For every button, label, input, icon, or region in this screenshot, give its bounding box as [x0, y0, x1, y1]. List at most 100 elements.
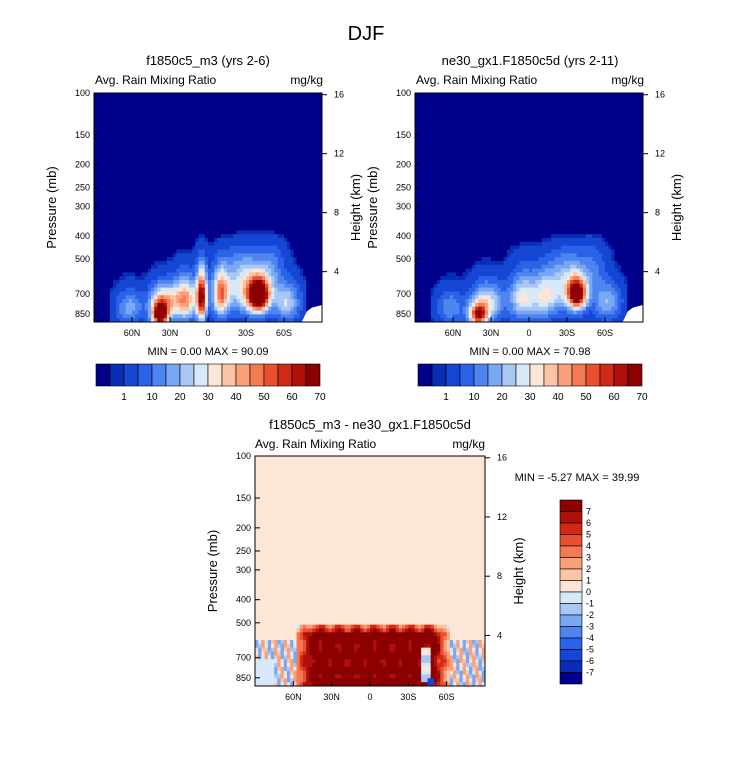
contour-cell	[280, 176, 285, 182]
contour-cell	[135, 257, 139, 262]
contour-cell	[192, 287, 196, 293]
contour-cell	[106, 318, 111, 322]
contour-cell	[103, 154, 108, 159]
contour-cell	[160, 260, 165, 266]
contour-cell	[271, 218, 276, 224]
contour-cell	[239, 196, 244, 201]
contour-cell	[227, 318, 231, 322]
contour-cell	[94, 222, 98, 228]
contour-cell	[173, 211, 177, 216]
contour-cell	[576, 119, 581, 125]
contour-cell	[434, 96, 438, 102]
contour-cell	[252, 173, 257, 178]
contour-cell	[468, 96, 473, 102]
contour-cell	[182, 306, 187, 312]
contour-cell	[166, 238, 171, 243]
contour-cell	[109, 154, 114, 159]
contour-cell	[157, 119, 162, 125]
contour-cell	[620, 93, 625, 98]
contour-cell	[166, 241, 171, 247]
contour-cell	[97, 203, 101, 209]
contour-cell	[242, 211, 247, 216]
contour-cell	[170, 165, 174, 170]
contour-cell	[204, 314, 209, 319]
contour-cell	[125, 154, 130, 159]
contour-cell	[280, 287, 285, 293]
contour-cell	[128, 218, 133, 224]
contour-cell	[284, 100, 288, 106]
contour-cell	[255, 184, 260, 190]
contour-cell	[138, 93, 143, 98]
contour-cell	[160, 218, 165, 224]
contour-cell	[230, 119, 234, 125]
contour-cell	[497, 100, 502, 106]
contour-cell	[252, 218, 257, 224]
contour-cell	[500, 123, 505, 128]
contour-cell	[287, 249, 291, 254]
contour-cell	[195, 127, 200, 132]
contour-cell	[440, 104, 445, 109]
contour-cell	[166, 249, 171, 254]
contour-cell	[274, 176, 279, 182]
contour-cell	[309, 165, 314, 170]
contour-cell	[506, 100, 511, 106]
contour-cell	[255, 272, 260, 277]
contour-cell	[258, 245, 263, 251]
contour-cell	[233, 157, 238, 163]
contour-cell	[157, 123, 162, 128]
contour-cell	[287, 169, 291, 174]
contour-cell	[125, 100, 130, 106]
contour-cell	[293, 150, 298, 155]
contour-cell	[97, 127, 101, 132]
contour-cell	[198, 306, 203, 312]
contour-cell	[109, 264, 114, 270]
contour-cell	[312, 203, 317, 209]
contour-cell	[201, 180, 206, 186]
contour-cell	[170, 211, 174, 216]
contour-cell	[299, 276, 304, 281]
contour-cell	[230, 184, 234, 190]
contour-cell	[163, 192, 168, 197]
contour-cell	[185, 264, 190, 270]
contour-cell	[113, 299, 117, 304]
contour-cell	[271, 138, 276, 144]
contour-cell	[173, 180, 177, 186]
contour-cell	[242, 257, 247, 262]
contour-cell	[258, 184, 263, 190]
contour-cell	[189, 218, 193, 224]
contour-cell	[481, 112, 486, 117]
contour-cell	[166, 115, 171, 121]
contour-cell	[519, 123, 524, 128]
contour-cell	[119, 134, 124, 140]
contour-cell	[274, 161, 279, 167]
contour-cell	[271, 165, 276, 170]
contour-cell	[163, 96, 168, 102]
contour-cell	[303, 180, 307, 186]
contour-cell	[176, 192, 181, 197]
contour-cell	[233, 249, 238, 254]
contour-cell	[198, 218, 203, 224]
contour-cell	[166, 134, 171, 140]
contour-cell	[144, 203, 149, 209]
contour-cell	[157, 93, 162, 98]
contour-cell	[116, 276, 120, 281]
contour-cell	[230, 260, 234, 266]
contour-cell	[303, 222, 307, 228]
contour-cell	[261, 146, 266, 151]
contour-cell	[185, 184, 190, 190]
contour-cell	[116, 184, 120, 190]
contour-cell	[144, 100, 149, 106]
contour-cell	[284, 199, 288, 205]
contour-cell	[163, 93, 168, 98]
contour-cell	[261, 241, 266, 247]
contour-cell	[306, 230, 310, 235]
contour-cell	[160, 226, 165, 231]
contour-cell	[284, 211, 288, 216]
contour-cell	[128, 318, 133, 322]
contour-cell	[151, 211, 155, 216]
contour-cell	[119, 104, 124, 109]
contour-cell	[125, 302, 130, 308]
contour-cell	[293, 234, 298, 239]
contour-cell	[113, 291, 117, 296]
contour-cell	[132, 134, 136, 140]
